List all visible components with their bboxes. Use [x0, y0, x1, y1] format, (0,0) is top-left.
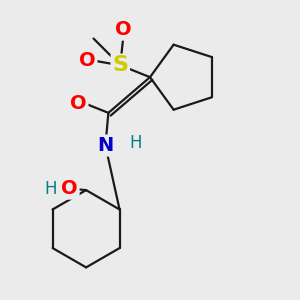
Text: S: S	[112, 55, 128, 75]
Text: O: O	[61, 179, 78, 198]
Text: O: O	[79, 51, 96, 70]
Text: H: H	[44, 180, 57, 198]
Text: O: O	[70, 94, 87, 113]
Text: H: H	[129, 134, 141, 152]
Text: O: O	[115, 20, 132, 39]
Text: N: N	[97, 136, 113, 155]
